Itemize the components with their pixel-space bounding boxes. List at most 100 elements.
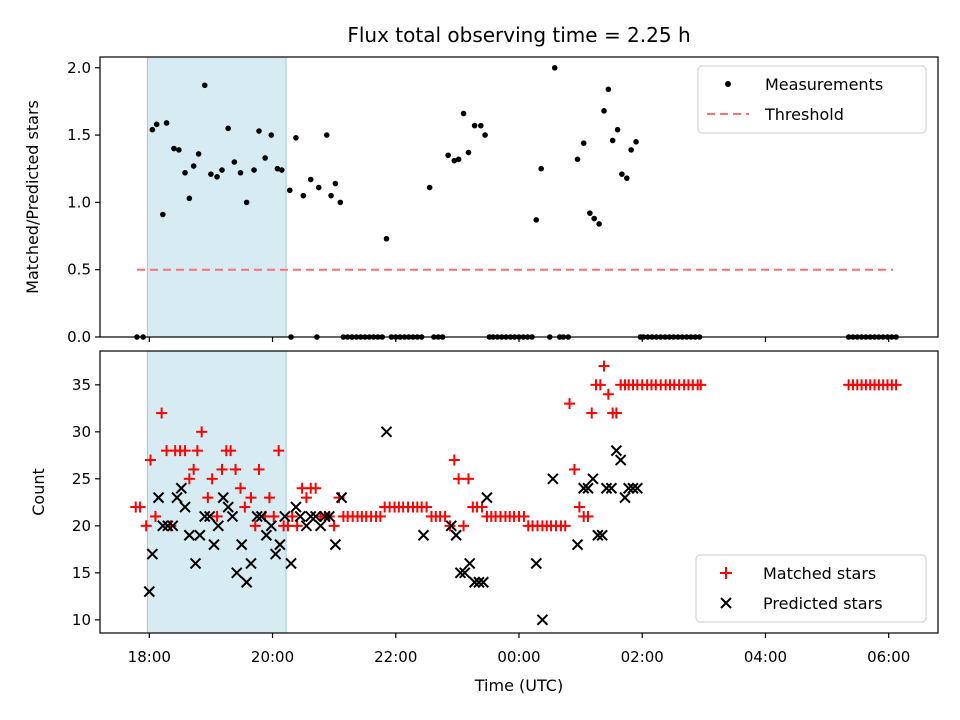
- matched-star-point: [586, 407, 598, 419]
- legend-matched-label: Matched stars: [763, 564, 876, 583]
- matched-star-point: [453, 473, 465, 485]
- x-tick-label: 06:00: [867, 648, 910, 666]
- y-tick-label: 1.5: [67, 126, 91, 144]
- predicted-star-point: [323, 510, 335, 523]
- matched-star-point: [462, 473, 474, 485]
- measurement-point: [551, 64, 558, 71]
- measurement-point: [471, 122, 478, 129]
- matched-star-point: [268, 510, 280, 522]
- predicted-star-point: [236, 538, 248, 551]
- measurement-point: [605, 86, 612, 93]
- matched-star-point: [291, 520, 303, 532]
- y-tick-label: 25: [72, 470, 91, 488]
- measurement-point: [628, 147, 634, 153]
- matched-star-point: [191, 445, 203, 457]
- predicted-star-point: [614, 454, 627, 466]
- matched-star-point: [188, 463, 200, 475]
- legend-measurements-label: Measurements: [765, 75, 883, 94]
- predicted-star-point: [167, 520, 179, 532]
- predicted-star-point: [610, 444, 623, 457]
- y-tick-label: 35: [72, 376, 91, 394]
- measurement-point: [243, 199, 250, 206]
- predicted-star-point: [300, 520, 313, 532]
- measurement-point: [332, 180, 339, 187]
- measurement-point: [286, 187, 293, 194]
- matched-star-point: [263, 492, 275, 504]
- x-tick-label: 20:00: [251, 648, 294, 666]
- y-tick-label: 30: [72, 423, 91, 441]
- predicted-star-point: [536, 614, 549, 626]
- predicted-star-point: [481, 491, 493, 504]
- matched-star-point: [239, 501, 251, 513]
- predicted-star-point: [627, 482, 639, 494]
- predicted-star-point: [596, 529, 608, 541]
- matched-star-point: [458, 520, 470, 532]
- matched-star-point: [310, 482, 322, 494]
- matched-star-point: [374, 510, 386, 522]
- predicted-star-point: [146, 548, 159, 560]
- measurement-point: [274, 165, 281, 172]
- measurement-point: [195, 151, 202, 157]
- predicted-star-point: [212, 520, 225, 532]
- predicted-star-point: [208, 538, 220, 551]
- matched-star-point: [196, 426, 208, 438]
- predicted-star-point: [152, 491, 165, 504]
- predicted-star-point: [329, 538, 342, 551]
- legend-threshold-label: Threshold: [764, 105, 844, 124]
- predicted-star-point: [194, 529, 206, 541]
- measurement-point: [609, 137, 616, 144]
- matched-star-point: [598, 360, 610, 372]
- y-tick-label: 10: [72, 611, 91, 629]
- x-tick-label: 04:00: [744, 648, 787, 666]
- measurement-point: [293, 134, 299, 141]
- matched-star-point: [559, 520, 571, 532]
- matched-star-point: [216, 463, 228, 475]
- measurement-point: [587, 210, 593, 216]
- measurement-point: [256, 128, 262, 134]
- predicted-star-point: [445, 520, 457, 532]
- measurement-point: [445, 152, 451, 159]
- predicted-star-point: [240, 576, 253, 588]
- legend-matched-marker: [720, 567, 732, 579]
- measurement-point: [601, 108, 607, 114]
- predicted-star-point: [547, 473, 559, 485]
- predicted-star-point: [463, 557, 476, 570]
- matched-star-point: [594, 379, 606, 391]
- measurement-point: [237, 169, 244, 176]
- predicted-star-point: [600, 482, 613, 494]
- y-tick-label: 20: [72, 517, 91, 535]
- matched-star-point: [518, 510, 530, 522]
- predicted-star-point: [162, 520, 174, 532]
- predicted-star-point: [226, 510, 239, 523]
- matched-star-point: [573, 501, 585, 513]
- x-tick-label: 02:00: [621, 648, 664, 666]
- y-axis-label-top: Matched/Predicted stars: [23, 100, 42, 294]
- matched-star-point: [206, 473, 218, 485]
- matched-star-point: [282, 520, 294, 532]
- matched-star-point: [202, 492, 214, 504]
- measurement-point: [328, 192, 334, 199]
- measurement-point: [201, 82, 208, 89]
- matched-star-point: [582, 510, 594, 522]
- predicted-star-point: [417, 529, 430, 541]
- measurement-point: [533, 217, 540, 223]
- measurement-point: [574, 156, 581, 163]
- matched-star-point: [156, 407, 168, 419]
- predicted-star-point: [251, 510, 263, 523]
- legend-predicted-label: Predicted stars: [763, 594, 883, 613]
- matched-star-point: [568, 463, 580, 475]
- matched-star-point: [602, 388, 614, 400]
- matched-star-point: [230, 463, 242, 475]
- predicted-star-point: [631, 482, 644, 494]
- matched-star-point: [253, 463, 265, 475]
- measurement-point: [300, 192, 307, 199]
- predicted-star-point: [179, 501, 191, 513]
- measurement-point: [315, 184, 322, 191]
- measurement-point: [591, 215, 597, 222]
- measurement-point: [619, 171, 625, 177]
- y-tick-label: 15: [72, 564, 91, 582]
- legend-predicted-marker: [720, 597, 732, 609]
- predicted-star-point: [171, 491, 183, 504]
- legend-bottom: Matched stars Predicted stars: [695, 554, 927, 623]
